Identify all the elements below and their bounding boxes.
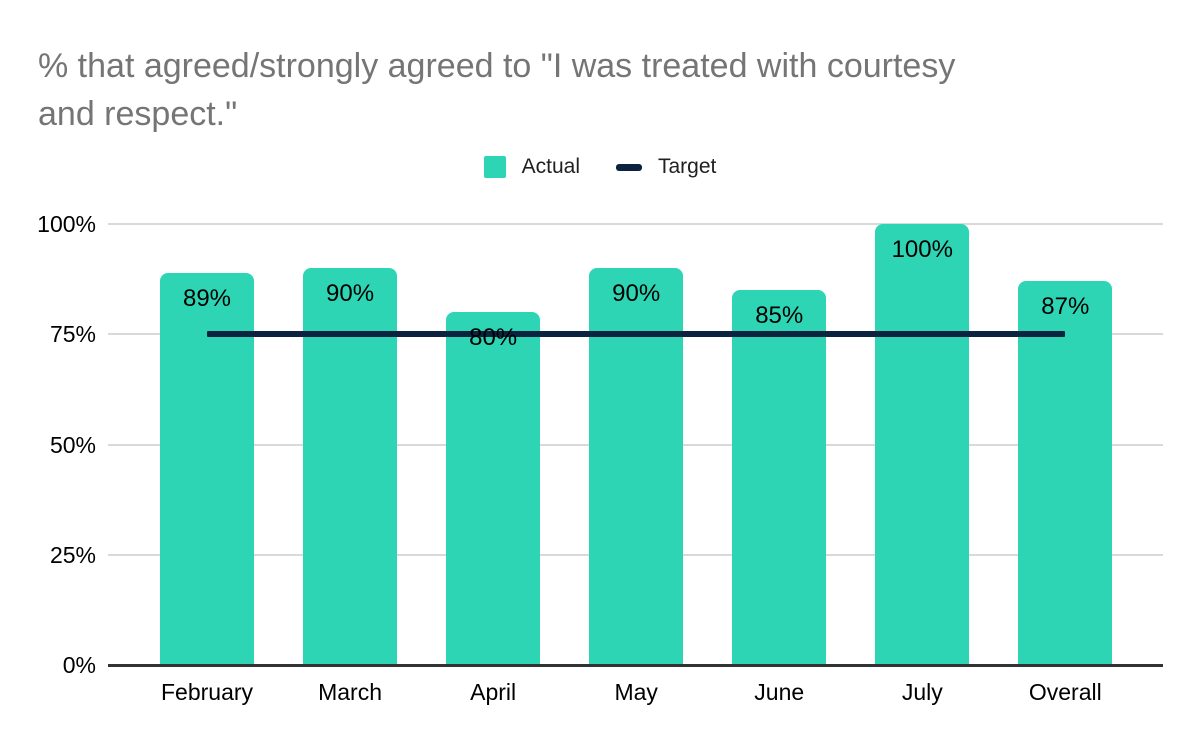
x-axis-tick-label: March — [318, 679, 383, 705]
x-axis-tick-label: July — [901, 679, 943, 705]
gridline-100 — [108, 223, 1163, 225]
y-axis-tick-label: 75% — [49, 321, 96, 348]
bar-april — [446, 312, 541, 664]
y-axis-tick-label: 0% — [62, 652, 96, 678]
bar-value-label: 90% — [326, 280, 375, 308]
target-series-swatch-icon — [616, 163, 642, 171]
legend-item-actual: Actual — [483, 155, 580, 179]
bar-july — [875, 224, 970, 664]
target-line — [207, 331, 1066, 338]
y-axis-tick-label: 50% — [49, 431, 96, 458]
chart-title-line1: % that agreed/strongly agreed to "I was … — [38, 47, 956, 85]
bar-value-label: 80% — [469, 324, 518, 352]
y-axis-tick-label: 25% — [49, 541, 96, 568]
bar-value-label: 90% — [612, 280, 661, 308]
legend-label-target: Target — [658, 155, 717, 178]
bar-may — [589, 268, 684, 664]
bar-march — [303, 268, 398, 664]
y-axis-tick-label: 100% — [37, 211, 96, 237]
legend-label-actual: Actual — [521, 155, 580, 178]
x-axis-tick-label: April — [470, 679, 517, 705]
x-axis-line — [108, 664, 1163, 667]
bar-value-label: 100% — [891, 236, 953, 263]
x-axis-tick-label: Overall — [1028, 679, 1102, 705]
chart-title-line2: and respect." — [38, 95, 238, 133]
chart-title: % that agreed/strongly agreed to "I was … — [38, 42, 955, 138]
bar-value-label: 89% — [182, 284, 232, 312]
x-axis-tick-label: June — [754, 679, 805, 705]
actual-series-swatch-icon — [483, 156, 506, 178]
legend-item-target: Target — [616, 155, 716, 179]
bar-overall — [1018, 281, 1113, 664]
bar-june — [732, 290, 827, 664]
bar-value-label: 85% — [755, 302, 804, 330]
bar-value-label: 87% — [1041, 293, 1090, 321]
x-axis-tick-label: May — [614, 679, 658, 705]
legend: Actual Target — [0, 153, 1200, 181]
bar-february — [160, 272, 255, 664]
x-axis-tick-label: February — [160, 679, 254, 705]
